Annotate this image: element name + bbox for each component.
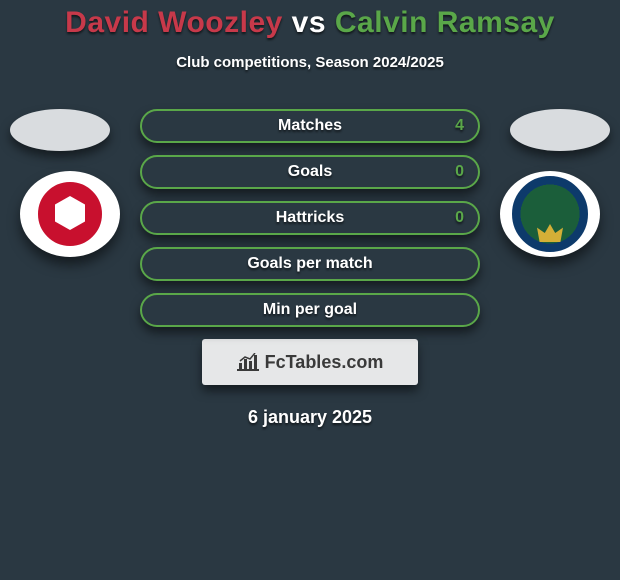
stat-value: 0 bbox=[455, 209, 464, 227]
stat-label: Matches bbox=[278, 117, 342, 135]
stat-value: 0 bbox=[455, 163, 464, 181]
stats-column: Matches 4 Goals 0 Hattricks 0 Goals per … bbox=[140, 109, 480, 327]
stat-row-goals-per-match: Goals per match bbox=[140, 247, 480, 281]
season-subtitle: Club competitions, Season 2024/2025 bbox=[0, 54, 620, 71]
player2-photo-placeholder bbox=[510, 109, 610, 151]
stat-label: Min per goal bbox=[263, 301, 357, 319]
stat-label: Hattricks bbox=[276, 209, 344, 227]
player2-name: Calvin Ramsay bbox=[335, 6, 555, 39]
vs-word: vs bbox=[292, 6, 326, 39]
stat-label: Goals bbox=[288, 163, 332, 181]
content-area: Matches 4 Goals 0 Hattricks 0 Goals per … bbox=[0, 109, 620, 428]
stat-value: 4 bbox=[455, 117, 464, 135]
brand-logo-box: FcTables.com bbox=[202, 339, 418, 385]
report-date: 6 january 2025 bbox=[0, 407, 620, 428]
player1-club-badge bbox=[20, 171, 120, 257]
player1-photo-placeholder bbox=[10, 109, 110, 151]
brand-text: FcTables.com bbox=[265, 352, 384, 373]
comparison-title: David Woozley vs Calvin Ramsay bbox=[0, 0, 620, 40]
player2-club-badge bbox=[500, 171, 600, 257]
stat-row-matches: Matches 4 bbox=[140, 109, 480, 143]
stat-row-min-per-goal: Min per goal bbox=[140, 293, 480, 327]
bar-chart-icon bbox=[237, 353, 259, 371]
crawley-town-crest-icon bbox=[34, 178, 106, 250]
stat-row-hattricks: Hattricks 0 bbox=[140, 201, 480, 235]
stat-label: Goals per match bbox=[247, 255, 372, 273]
player1-name: David Woozley bbox=[65, 6, 283, 39]
stat-row-goals: Goals 0 bbox=[140, 155, 480, 189]
wigan-athletic-crest-icon bbox=[510, 174, 590, 254]
